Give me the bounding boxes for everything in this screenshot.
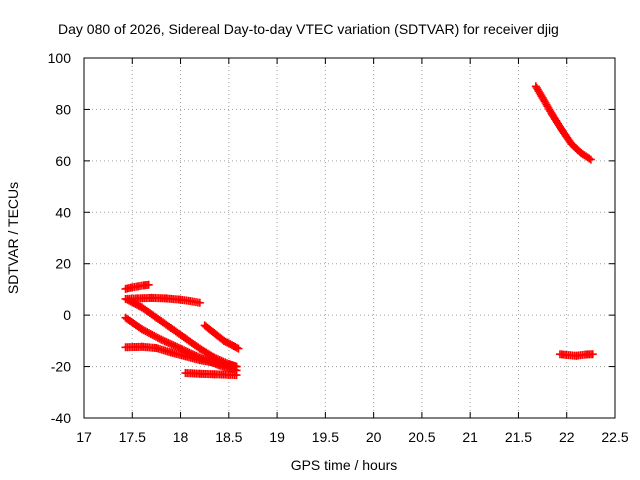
data-series-3: [123, 295, 241, 371]
data-point: [162, 338, 171, 347]
y-tick-label: 0: [63, 307, 71, 323]
y-tick-label: -40: [51, 410, 71, 426]
x-tick-label: 21.5: [505, 429, 532, 445]
y-tick-label: 100: [48, 50, 72, 66]
grid-lines: [84, 58, 615, 418]
chart-title: Day 080 of 2026, Sidereal Day-to-day VTE…: [58, 21, 559, 37]
data-series-5: [121, 342, 241, 371]
data-point: [169, 341, 178, 350]
x-tick-label: 17: [76, 429, 92, 445]
data-point: [157, 335, 166, 344]
data-series-7: [200, 321, 243, 353]
data-point: [234, 344, 243, 353]
x-tick-label: 20: [366, 429, 382, 445]
data-points: [121, 82, 597, 380]
data-point: [166, 339, 175, 348]
plot-frame: [83, 57, 616, 419]
data-point: [232, 362, 241, 371]
x-tick-label: 22.5: [601, 429, 628, 445]
y-axis-label: SDTVAR / TECUs: [5, 182, 21, 294]
data-point: [173, 342, 182, 351]
axis-ticks: 17 17.5 18 18.5 19 19.5 20 20.5 21 21.5 22 22.5 -40 -…: [48, 50, 629, 445]
data-point: [585, 154, 594, 163]
data-point: [160, 337, 169, 346]
data-series-1: [121, 280, 153, 293]
data-series-6: [181, 369, 241, 380]
data-point: [586, 155, 595, 164]
x-tick-label: 18: [173, 429, 189, 445]
data-point: [171, 342, 180, 351]
x-tick-label: 17.5: [119, 429, 146, 445]
y-tick-label: 20: [55, 256, 71, 272]
x-tick-label: 22: [559, 429, 575, 445]
y-tick-label: -20: [51, 359, 71, 375]
data-point: [155, 334, 164, 343]
data-point: [232, 343, 241, 352]
data-series-2: [121, 293, 204, 307]
y-tick-label: 60: [55, 153, 71, 169]
x-tick-label: 21: [462, 429, 478, 445]
x-tick-label: 19: [269, 429, 285, 445]
data-point: [158, 336, 167, 345]
data-series-9: [555, 350, 597, 360]
data-point: [164, 338, 173, 347]
x-tick-label: 20.5: [408, 429, 435, 445]
x-axis-label: GPS time / hours: [291, 457, 398, 473]
data-point: [167, 340, 176, 349]
x-tick-label: 18.5: [215, 429, 242, 445]
data-point: [144, 280, 153, 289]
data-series-8: [531, 82, 595, 164]
data-point: [195, 298, 204, 307]
data-point: [588, 350, 597, 359]
y-tick-label: 40: [55, 204, 71, 220]
x-tick-label: 19.5: [312, 429, 339, 445]
y-tick-label: 80: [55, 101, 71, 117]
data-point: [232, 371, 241, 380]
